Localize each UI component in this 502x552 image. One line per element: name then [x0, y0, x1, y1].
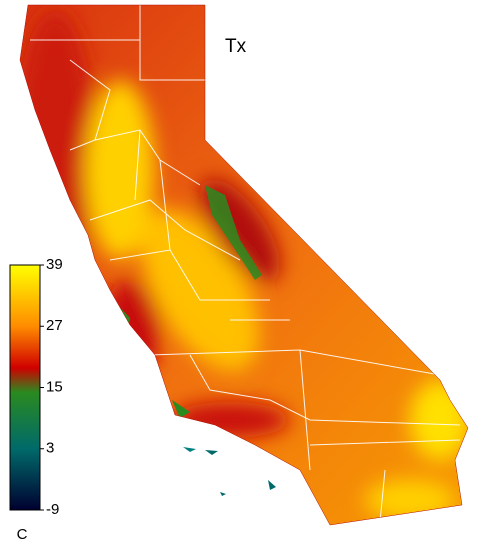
islands — [183, 447, 276, 496]
colorbar-tick-label: 39 — [46, 256, 63, 273]
colorbar-tick-label: 27 — [46, 317, 63, 334]
colorbar-tick-label: 3 — [46, 440, 54, 457]
map-title: Tx — [225, 36, 247, 57]
colorbar-unit: C — [17, 526, 28, 543]
colorbar-tick-label: 15 — [46, 378, 63, 395]
colorbar-tick-label: -9 — [46, 501, 59, 518]
colorbar — [9, 264, 41, 511]
